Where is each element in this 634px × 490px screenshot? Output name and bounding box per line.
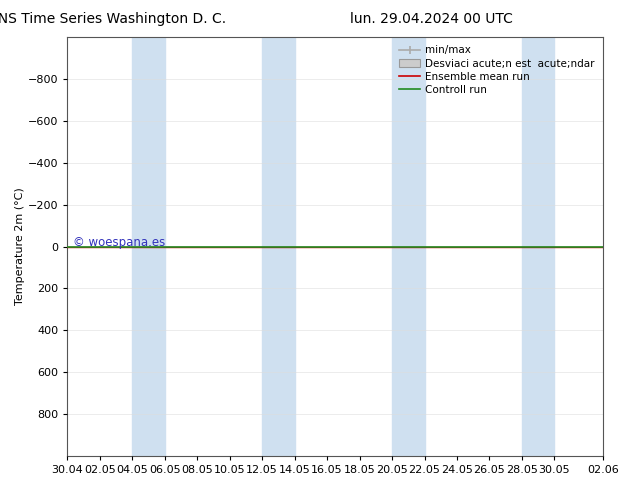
Y-axis label: Temperature 2m (°C): Temperature 2m (°C) <box>15 188 25 305</box>
Text: lun. 29.04.2024 00 UTC: lun. 29.04.2024 00 UTC <box>350 12 512 26</box>
Bar <box>133 37 165 456</box>
Bar <box>392 37 425 456</box>
Legend: min/max, Desviaci acute;n est  acute;ndar, Ensemble mean run, Controll run: min/max, Desviaci acute;n est acute;ndar… <box>396 42 598 98</box>
Text: © woespana.es: © woespana.es <box>73 236 165 249</box>
Bar <box>262 37 295 456</box>
Text: ENS Time Series Washington D. C.: ENS Time Series Washington D. C. <box>0 12 226 26</box>
Bar <box>522 37 554 456</box>
